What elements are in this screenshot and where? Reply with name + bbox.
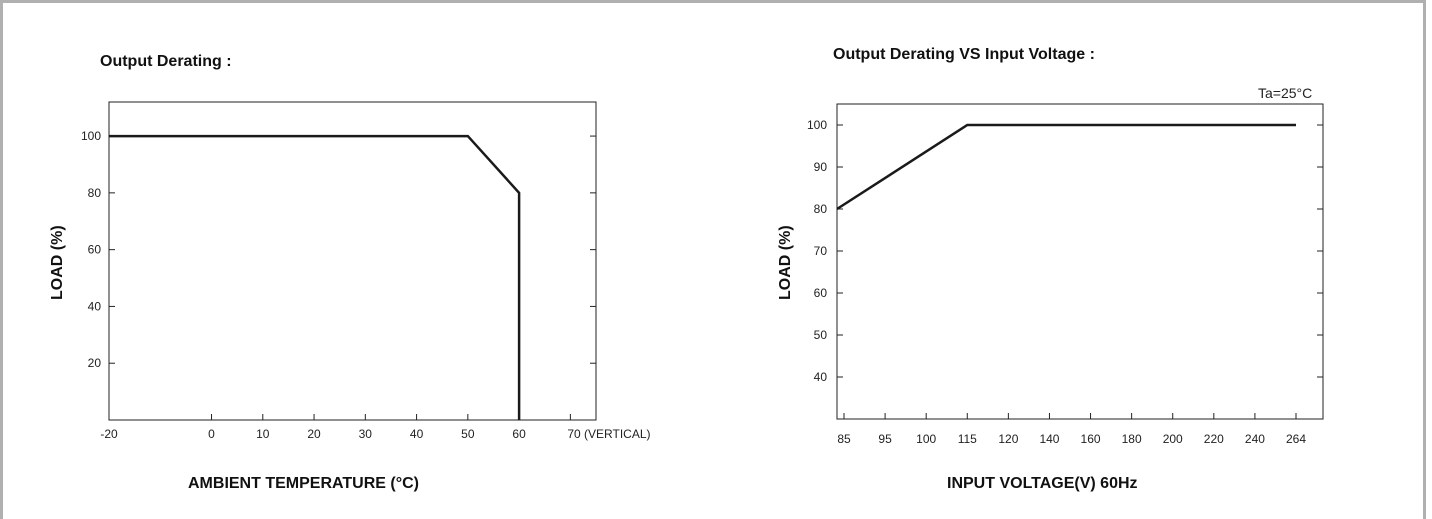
chart2-x-tick-label: 264 bbox=[1286, 432, 1306, 446]
chart2-y-tick-label: 100 bbox=[807, 118, 827, 132]
chart2-x-tick-label: 160 bbox=[1081, 432, 1101, 446]
chart1-y-tick-label: 80 bbox=[88, 186, 102, 200]
chart2-y-tick-label: 40 bbox=[814, 370, 828, 384]
chart2-x-tick-label: 95 bbox=[878, 432, 892, 446]
chart1-x-tick-label: -20 bbox=[100, 427, 118, 441]
chart1-x-ticks: -20 0 10 20 30 40 50 60 70 (VERTICAL) bbox=[100, 414, 651, 441]
chart2-y-tick-label: 70 bbox=[814, 244, 828, 258]
chart1-x-tick-label: 40 bbox=[410, 427, 424, 441]
chart1-x-tick-label: 10 bbox=[256, 427, 270, 441]
chart1-y-tick-label: 60 bbox=[88, 243, 102, 257]
chart2-title: Output Derating VS Input Voltage : bbox=[833, 46, 1095, 63]
chart2-y-tick-label: 80 bbox=[814, 202, 828, 216]
chart2-x-axis-label: INPUT VOLTAGE(V) 60Hz bbox=[947, 475, 1138, 492]
chart2-x-tick-label: 100 bbox=[916, 432, 936, 446]
chart1-x-tick-label: 60 bbox=[512, 427, 526, 441]
chart2-y-axis-label: LOAD (%) bbox=[777, 225, 794, 300]
chart2-x-tick-label: 115 bbox=[958, 432, 977, 446]
chart2-y-tick-label: 60 bbox=[814, 286, 828, 300]
chart2-x-tick-label: 140 bbox=[1039, 432, 1059, 446]
chart1-x-tick-label: 30 bbox=[359, 427, 373, 441]
chart-output-derating: Output Derating : -20 0 10 20 30 40 50 60 70 (VE… bbox=[49, 53, 651, 492]
chart1-x-axis-label: AMBIENT TEMPERATURE (°C) bbox=[188, 475, 419, 492]
chart2-x-tick-label: 240 bbox=[1245, 432, 1265, 446]
chart2-x-tick-label: 180 bbox=[1122, 432, 1142, 446]
chart2-x-tick-label: 85 bbox=[837, 432, 851, 446]
chart1-y-ticks: 20 40 60 80 100 bbox=[81, 129, 596, 370]
chart1-plot-area bbox=[108, 101, 597, 421]
chart2-x-tick-label: 200 bbox=[1163, 432, 1183, 446]
chart1-series-line bbox=[109, 134, 521, 420]
chart2-x-ticks: 85 95 100 115 120 140 160 180 200 220 240 264 bbox=[837, 413, 1306, 446]
chart1-x-tick-label: 50 bbox=[461, 427, 475, 441]
chart1-x-tick-label: 70 (VERTICAL) bbox=[567, 427, 650, 441]
chart2-y-tick-label: 90 bbox=[814, 160, 828, 174]
chart2-series-line bbox=[836, 123, 1296, 211]
chart-derating-vs-input-voltage: Output Derating VS Input Voltage : Ta=25… bbox=[777, 46, 1324, 492]
chart2-y-ticks: 40 50 60 70 80 90 100 bbox=[807, 118, 1323, 384]
chart2-ambient-note: Ta=25°C bbox=[1258, 85, 1312, 101]
chart2-x-tick-label: 220 bbox=[1204, 432, 1224, 446]
chart1-x-tick-label: 20 bbox=[307, 427, 321, 441]
chart1-title: Output Derating : bbox=[100, 53, 232, 70]
chart1-y-tick-label: 20 bbox=[88, 356, 102, 370]
chart1-x-tick-label: 0 bbox=[208, 427, 215, 441]
chart2-y-tick-label: 50 bbox=[814, 328, 828, 342]
chart2-x-tick-label: 120 bbox=[998, 432, 1018, 446]
chart1-y-tick-label: 100 bbox=[81, 129, 101, 143]
chart1-y-axis-label: LOAD (%) bbox=[49, 225, 66, 300]
chart2-plot-area bbox=[836, 103, 1324, 420]
chart1-y-tick-label: 40 bbox=[88, 299, 102, 313]
